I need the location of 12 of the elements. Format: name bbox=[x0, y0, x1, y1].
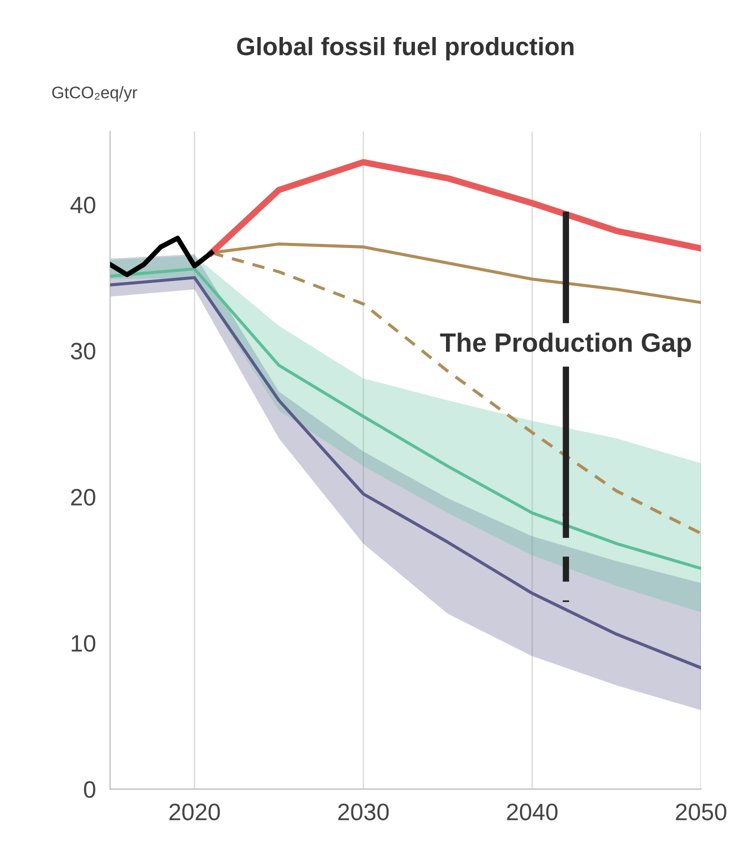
x-tick-label: 2030 bbox=[338, 804, 389, 820]
y-tick-label: 30 bbox=[70, 342, 96, 360]
x-tick-label: 2050 bbox=[676, 804, 726, 820]
y-axis-title: GtCO₂eq/yr bbox=[52, 86, 138, 102]
annotation: The Production Gap bbox=[440, 332, 691, 358]
chart-title: Global fossil fuel production bbox=[237, 37, 574, 60]
y-tick-label: 20 bbox=[71, 488, 96, 506]
y-tick-label: 0 bbox=[84, 781, 96, 798]
x-tick-label: 2040 bbox=[507, 804, 558, 820]
x-tick-label: 2020 bbox=[169, 804, 220, 820]
y-tick-label: 10 bbox=[72, 635, 96, 652]
y-tick-label: 40 bbox=[70, 196, 96, 214]
